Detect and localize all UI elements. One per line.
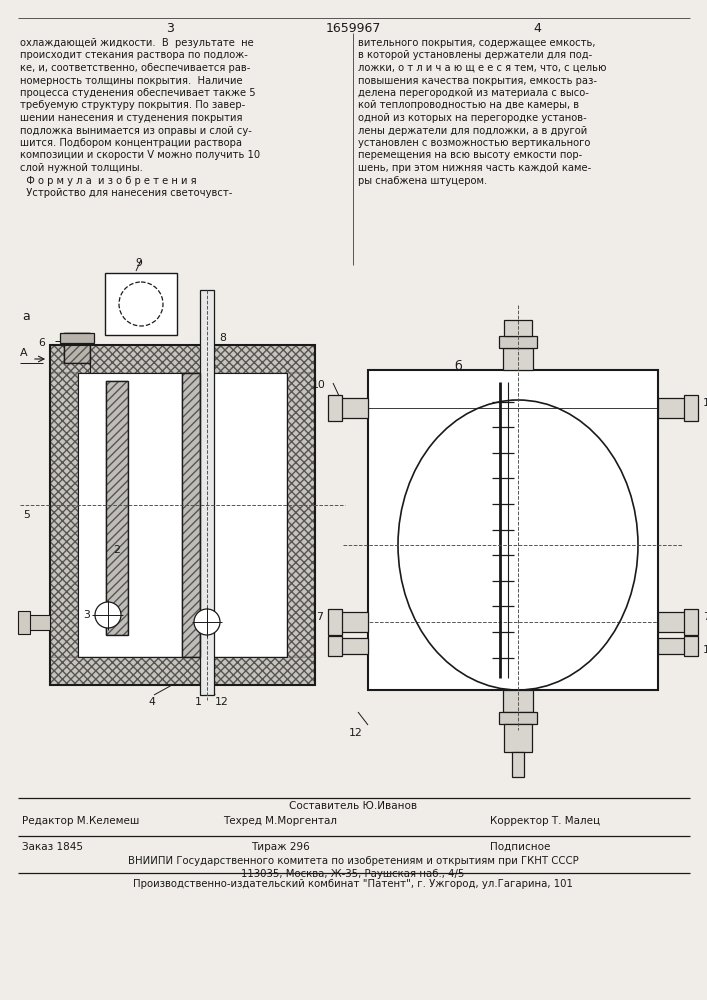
Bar bbox=[106, 381, 128, 635]
Bar bbox=[328, 609, 342, 635]
Bar bbox=[499, 336, 537, 348]
Text: Устройство для нанесения светочувст-: Устройство для нанесения светочувст- bbox=[20, 188, 233, 198]
Bar bbox=[684, 636, 698, 656]
Bar bbox=[340, 612, 368, 632]
Text: 6: 6 bbox=[38, 338, 45, 348]
Bar bbox=[182, 373, 200, 657]
Text: слой нужной толщины.: слой нужной толщины. bbox=[20, 163, 143, 173]
Text: 1: 1 bbox=[522, 728, 530, 738]
Text: 4: 4 bbox=[148, 697, 156, 707]
Text: шении нанесения и студенения покрытия: шении нанесения и студенения покрытия bbox=[20, 113, 243, 123]
Text: композиции и скорости V можно получить 10: композиции и скорости V можно получить 1… bbox=[20, 150, 260, 160]
Text: кой теплопроводностью на две камеры, в: кой теплопроводностью на две камеры, в bbox=[358, 101, 579, 110]
Text: 3: 3 bbox=[166, 22, 174, 35]
Text: Составитель Ю.Иванов: Составитель Ю.Иванов bbox=[289, 801, 417, 811]
Bar bbox=[684, 395, 698, 421]
Text: ке, и, соответственно, обеспечивается рав-: ке, и, соответственно, обеспечивается ра… bbox=[20, 63, 250, 73]
Text: номерность толщины покрытия.  Наличие: номерность толщины покрытия. Наличие bbox=[20, 76, 243, 86]
Bar bbox=[28, 615, 50, 630]
Bar bbox=[503, 690, 533, 712]
Bar bbox=[328, 636, 342, 656]
Text: 13: 13 bbox=[703, 645, 707, 655]
Bar bbox=[340, 638, 368, 654]
Text: 7: 7 bbox=[316, 612, 323, 622]
Text: 10: 10 bbox=[312, 380, 326, 390]
Text: требуемую структуру покрытия. По завер-: требуемую структуру покрытия. По завер- bbox=[20, 101, 245, 110]
Bar bbox=[658, 638, 686, 654]
Text: подложка вынимается из оправы и слой су-: подложка вынимается из оправы и слой су- bbox=[20, 125, 252, 135]
Bar bbox=[368, 370, 658, 690]
Text: вительного покрытия, содержащее емкость,: вительного покрытия, содержащее емкость, bbox=[358, 38, 595, 48]
Text: Ф о р м у л а  и з о б р е т е н и я: Ф о р м у л а и з о б р е т е н и я bbox=[20, 176, 197, 186]
Text: Корректор Т. Малец: Корректор Т. Малец bbox=[490, 816, 600, 826]
Bar bbox=[78, 373, 287, 657]
Bar bbox=[287, 373, 315, 657]
Bar bbox=[64, 333, 90, 363]
Bar bbox=[504, 320, 532, 336]
Bar bbox=[64, 333, 90, 363]
Text: ложки, о т л и ч а ю щ е е с я тем, что, с целью: ложки, о т л и ч а ю щ е е с я тем, что,… bbox=[358, 63, 607, 73]
Bar bbox=[504, 724, 532, 752]
Circle shape bbox=[194, 609, 220, 635]
Bar bbox=[503, 348, 533, 370]
Text: 5: 5 bbox=[23, 510, 30, 520]
Text: б: б bbox=[454, 360, 462, 373]
Bar bbox=[105, 273, 177, 335]
Text: 1659967: 1659967 bbox=[325, 22, 380, 35]
Text: одной из которых на перегородке установ-: одной из которых на перегородке установ- bbox=[358, 113, 587, 123]
Bar bbox=[499, 712, 537, 724]
Text: 8: 8 bbox=[219, 333, 226, 343]
Text: процесса студенения обеспечивает также 5: процесса студенения обеспечивает также 5 bbox=[20, 88, 256, 98]
Text: а: а bbox=[22, 310, 30, 323]
Text: Техред М.Моргентал: Техред М.Моргентал bbox=[223, 816, 337, 826]
Text: ВНИИПИ Государственного комитета по изобретениям и открытиям при ГКНТ СССР: ВНИИПИ Государственного комитета по изоб… bbox=[128, 856, 578, 866]
Text: 2: 2 bbox=[114, 545, 120, 555]
Bar bbox=[658, 612, 686, 632]
Bar bbox=[106, 381, 128, 635]
Bar bbox=[658, 398, 686, 418]
Bar bbox=[328, 395, 342, 421]
Text: Заказ 1845: Заказ 1845 bbox=[22, 842, 83, 852]
Text: шень, при этом нижняя часть каждой каме-: шень, при этом нижняя часть каждой каме- bbox=[358, 163, 591, 173]
Text: Производственно-издательский комбинат "Патент", г. Ужгород, ул.Гагарина, 101: Производственно-издательский комбинат "П… bbox=[133, 879, 573, 889]
Text: 7: 7 bbox=[703, 612, 707, 622]
Text: в которой установлены держатели для под-: в которой установлены держатели для под- bbox=[358, 50, 592, 60]
Text: 12: 12 bbox=[215, 697, 229, 707]
Bar bbox=[684, 609, 698, 635]
Bar bbox=[512, 752, 524, 777]
Bar bbox=[50, 657, 315, 685]
Text: 12: 12 bbox=[349, 728, 363, 738]
Bar bbox=[50, 373, 78, 657]
Circle shape bbox=[95, 602, 121, 628]
Bar bbox=[50, 345, 315, 685]
Text: шится. Подбором концентрации раствора: шится. Подбором концентрации раствора bbox=[20, 138, 242, 148]
Text: Редактор М.Келемеш: Редактор М.Келемеш bbox=[22, 816, 139, 826]
Text: повышения качества покрытия, емкость раз-: повышения качества покрытия, емкость раз… bbox=[358, 76, 597, 86]
Text: А: А bbox=[20, 348, 28, 358]
Text: Подписное: Подписное bbox=[490, 842, 550, 852]
Bar bbox=[50, 345, 315, 373]
Text: Тираж 296: Тираж 296 bbox=[250, 842, 310, 852]
Text: происходит стекания раствора по подлож-: происходит стекания раствора по подлож- bbox=[20, 50, 248, 60]
Text: 1: 1 bbox=[195, 697, 202, 707]
Bar bbox=[340, 398, 368, 418]
Text: установлен с возможностью вертикального: установлен с возможностью вертикального bbox=[358, 138, 590, 148]
Bar bbox=[182, 373, 200, 657]
Text: 4: 4 bbox=[533, 22, 541, 35]
Text: ры снабжена штуцером.: ры снабжена штуцером. bbox=[358, 176, 487, 186]
Bar bbox=[60, 333, 94, 343]
Text: охлаждающей жидкости.  В  результате  не: охлаждающей жидкости. В результате не bbox=[20, 38, 254, 48]
Text: делена перегородкой из материала с высо-: делена перегородкой из материала с высо- bbox=[358, 88, 589, 98]
Text: лены держатели для подложки, а в другой: лены держатели для подложки, а в другой bbox=[358, 125, 588, 135]
Bar bbox=[78, 373, 287, 657]
Text: 9: 9 bbox=[136, 258, 142, 268]
Text: 3: 3 bbox=[83, 610, 90, 620]
Bar bbox=[200, 290, 214, 695]
Text: 11: 11 bbox=[703, 398, 707, 408]
Text: перемещения на всю высоту емкости пор-: перемещения на всю высоту емкости пор- bbox=[358, 150, 583, 160]
Bar bbox=[18, 611, 30, 634]
Text: 113035, Москва, Ж-35, Раушская наб., 4/5: 113035, Москва, Ж-35, Раушская наб., 4/5 bbox=[241, 869, 464, 879]
